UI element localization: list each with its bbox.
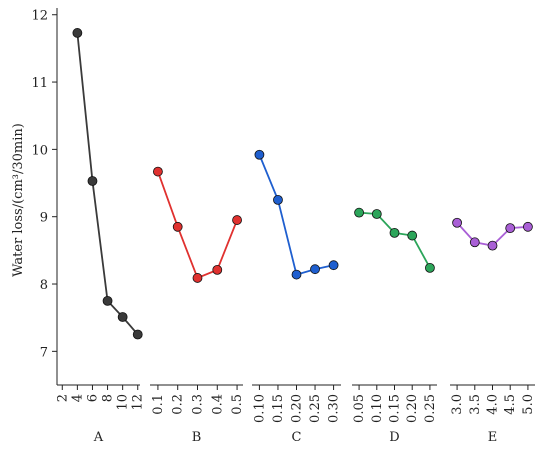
series-line: [258, 154, 334, 276]
data-point: [425, 262, 435, 273]
x-tick-label: 0.15: [388, 394, 403, 423]
data-point: [523, 221, 533, 232]
x-tick-label: 0.25: [308, 394, 323, 423]
data-point: [192, 273, 203, 283]
data-point: [407, 230, 418, 241]
x-tick-label: 3.5: [468, 394, 483, 415]
data-point: [389, 227, 400, 238]
data-point: [273, 194, 283, 205]
data-point: [291, 269, 302, 280]
x-tick-label: 5.0: [521, 394, 536, 415]
x-axis-label: A: [93, 430, 104, 445]
x-tick-label: 12: [131, 394, 146, 411]
data-point: [354, 207, 364, 218]
x-tick-label: 3.0: [450, 394, 465, 415]
x-tick-label: 0.20: [405, 394, 420, 423]
y-tick-label: 9: [40, 211, 48, 226]
data-point: [87, 176, 98, 186]
data-point: [72, 28, 83, 38]
x-axis-label: E: [488, 430, 498, 445]
data-point: [172, 221, 183, 232]
data-point: [328, 260, 339, 271]
x-tick-label: 6: [85, 394, 100, 402]
x-tick-label: 0.30: [327, 394, 342, 423]
data-point: [254, 149, 265, 160]
data-point: [469, 237, 480, 248]
series-line: [157, 171, 238, 280]
series-line: [359, 211, 431, 269]
x-tick-label: 0.1: [151, 394, 166, 415]
x-tick-label: 8: [101, 394, 116, 402]
x-tick-label: 0.10: [370, 394, 385, 423]
data-point: [452, 217, 462, 228]
x-tick-label: 0.10: [252, 394, 267, 423]
y-tick-label: 8: [40, 278, 48, 293]
x-tick-label: 0.2: [171, 394, 186, 415]
data-point: [371, 209, 382, 219]
x-tick-label: 0.15: [271, 394, 286, 423]
data-point: [153, 166, 163, 177]
x-tick-label: 0.3: [190, 394, 205, 415]
x-tick-label: 4.5: [503, 394, 518, 415]
data-point: [310, 264, 320, 275]
x-axis-label: D: [389, 430, 399, 445]
x-axis-label: B: [192, 430, 202, 445]
data-point: [117, 312, 128, 322]
x-tick-label: 0.5: [230, 394, 245, 415]
data-point: [505, 223, 516, 234]
y-tick-label: 12: [31, 9, 48, 24]
x-tick-label: 0.25: [423, 394, 438, 423]
x-tick-label: 4: [70, 394, 85, 402]
x-tick-label: 4.0: [486, 394, 501, 415]
series-line: [76, 32, 139, 336]
x-tick-label: 0.20: [290, 394, 305, 423]
data-point: [487, 240, 498, 251]
y-tick-label: 10: [31, 143, 48, 158]
data-point: [132, 329, 143, 340]
x-axis-label: C: [292, 430, 302, 445]
data-point: [232, 215, 242, 225]
x-tick-label: 0.05: [352, 394, 367, 423]
data-point: [102, 295, 113, 306]
x-tick-label: 0.4: [210, 394, 225, 415]
y-tick-label: 7: [40, 345, 48, 360]
y-tick-label: 11: [31, 76, 48, 91]
x-tick-label: 10: [116, 394, 131, 411]
y-axis-label: Water loss/(cm³/30min): [11, 123, 26, 277]
x-tick-label: 2: [55, 394, 70, 402]
data-point: [212, 264, 223, 275]
